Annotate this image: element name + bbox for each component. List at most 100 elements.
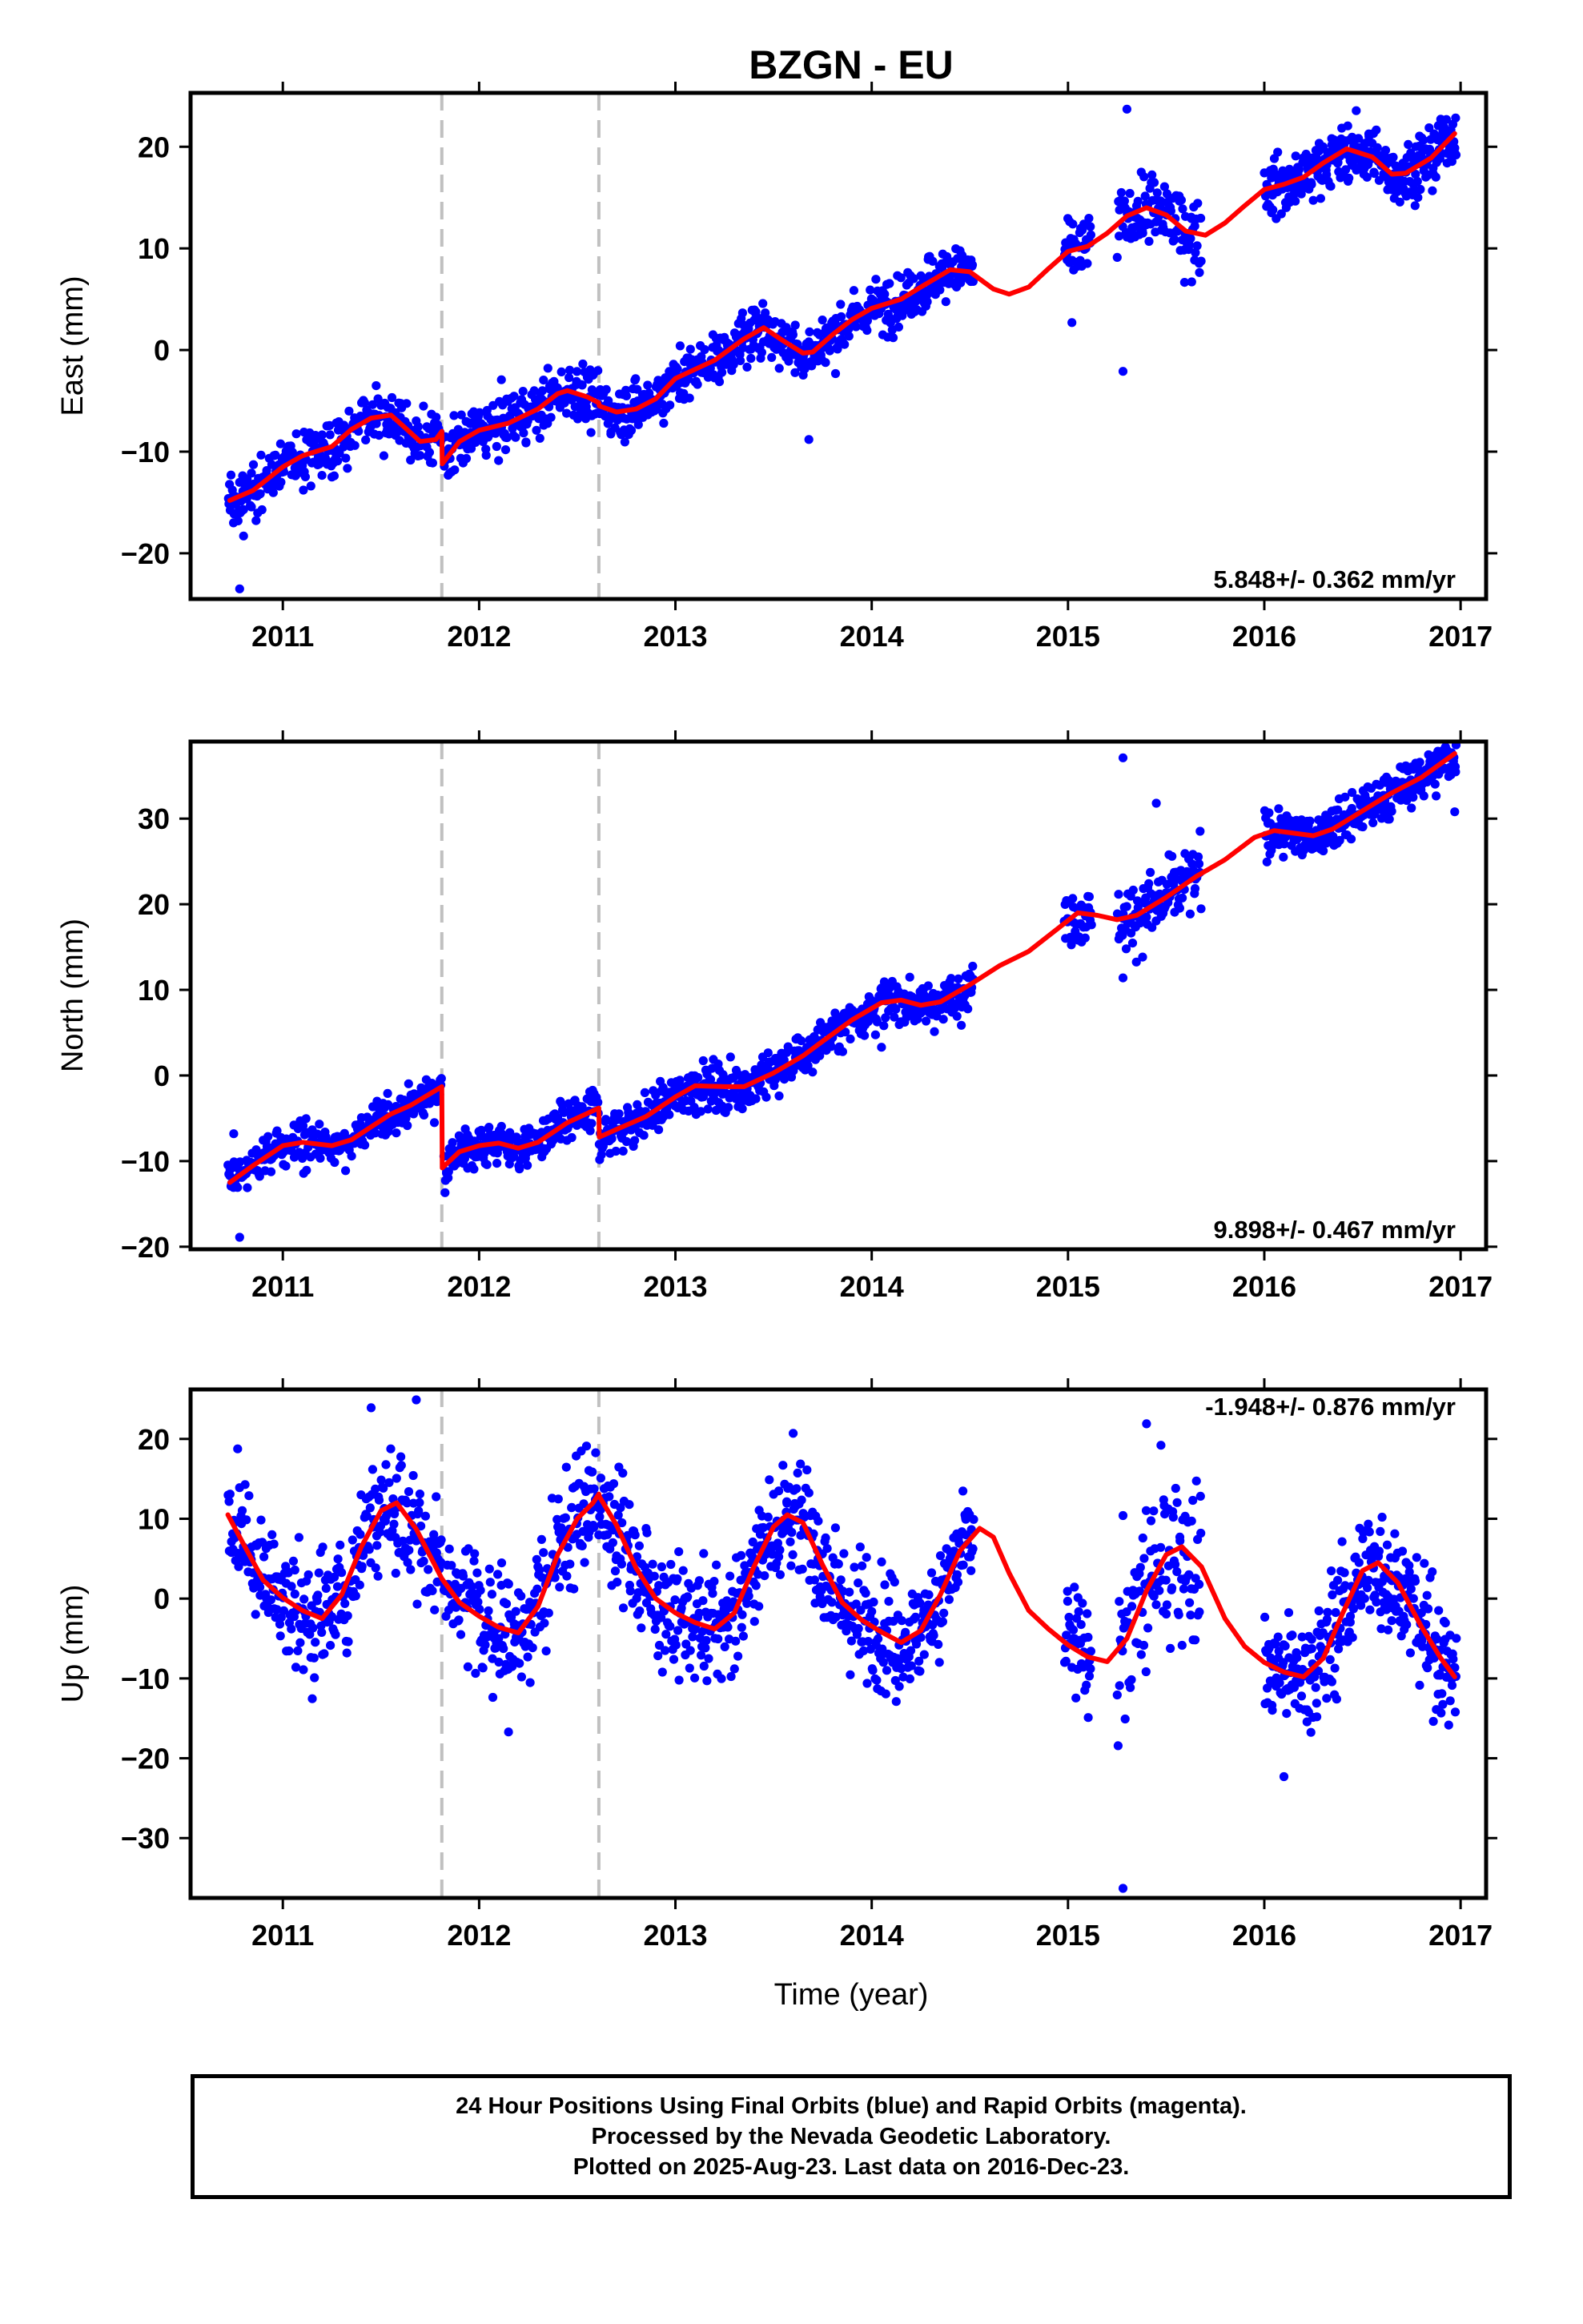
data-point: [589, 1484, 599, 1494]
data-point: [272, 1605, 282, 1614]
data-point: [372, 419, 381, 428]
data-point: [709, 1577, 719, 1586]
data-point: [1274, 804, 1284, 814]
data-point: [870, 1030, 880, 1039]
data-point: [836, 1575, 846, 1585]
data-point: [516, 1672, 527, 1682]
data-point: [1084, 892, 1094, 902]
data-point: [1395, 197, 1404, 207]
data-point: [1122, 902, 1131, 911]
data-point: [348, 1535, 357, 1545]
data-point: [1346, 834, 1356, 844]
data-point: [661, 1630, 671, 1639]
data-point: [782, 1498, 792, 1508]
y-tick-label: 0: [154, 1582, 170, 1615]
data-point: [773, 1538, 783, 1548]
data-point: [1341, 165, 1351, 175]
data-point: [889, 1616, 898, 1626]
data-point: [290, 1589, 299, 1599]
data-point: [1176, 195, 1186, 205]
data-point: [1187, 859, 1197, 869]
data-point: [1084, 214, 1094, 223]
data-point: [906, 1646, 916, 1655]
x-tick-label: 2014: [840, 620, 904, 653]
data-point: [1068, 894, 1078, 903]
data-point: [471, 1668, 480, 1679]
data-point: [1149, 1591, 1159, 1601]
data-point: [751, 307, 761, 316]
data-point: [481, 450, 491, 460]
data-point: [344, 406, 354, 416]
data-point: [467, 1582, 476, 1591]
data-point: [1086, 1664, 1095, 1674]
data-point: [872, 1017, 882, 1027]
data-point: [1327, 1566, 1336, 1576]
data-point: [657, 1667, 667, 1677]
data-point: [519, 428, 528, 438]
data-point: [1161, 1609, 1171, 1619]
data-point: [910, 1612, 920, 1622]
data-point: [247, 468, 256, 478]
data-point: [1146, 867, 1155, 877]
footer-box: 24 Hour Positions Using Final Orbits (bl…: [191, 2074, 1512, 2199]
x-tick-label: 2011: [251, 1919, 314, 1952]
data-point: [315, 1153, 325, 1163]
data-point: [1260, 1612, 1270, 1622]
data-point: [693, 380, 702, 389]
data-point: [1441, 115, 1451, 124]
data-point: [1172, 1498, 1182, 1507]
data-point: [361, 435, 371, 445]
y-tick-label: −10: [121, 1145, 170, 1178]
data-point: [463, 1662, 473, 1671]
data-point: [1132, 896, 1143, 906]
data-point: [827, 1598, 837, 1607]
data-point: [294, 1533, 303, 1542]
data-point: [402, 399, 412, 408]
data-point: [605, 416, 614, 426]
data-point: [701, 1635, 711, 1645]
data-point: [630, 1530, 640, 1540]
data-point: [1147, 170, 1157, 179]
data-point: [372, 381, 381, 391]
data-point: [403, 1558, 412, 1567]
data-point: [1407, 803, 1416, 813]
data-point: [941, 297, 950, 307]
data-point: [625, 1586, 635, 1596]
data-point: [685, 1663, 694, 1673]
data-point: [851, 322, 861, 332]
data-point: [360, 398, 369, 408]
data-point: [364, 1545, 374, 1554]
data-point: [729, 1664, 739, 1674]
data-point: [247, 502, 256, 512]
data-point: [299, 485, 308, 495]
data-point: [1127, 1602, 1137, 1611]
data-point: [233, 1183, 243, 1192]
data-point: [1345, 1611, 1356, 1621]
data-point: [371, 1128, 380, 1138]
data-point: [634, 1541, 645, 1550]
data-point: [774, 1091, 784, 1101]
data-point: [742, 1598, 752, 1608]
data-point: [761, 1092, 771, 1102]
data-point: [707, 1063, 717, 1073]
data-point: [675, 341, 685, 351]
data-point: [564, 365, 575, 375]
data-point: [248, 460, 259, 469]
footer-line-3: Plotted on 2025-Aug-23. Last data on 201…: [573, 2154, 1130, 2180]
data-point: [698, 1055, 708, 1066]
data-point: [1376, 1526, 1385, 1536]
data-point: [1452, 1634, 1461, 1643]
data-point: [850, 1562, 859, 1572]
data-point: [386, 1444, 396, 1454]
data-point: [1149, 178, 1159, 187]
data-point: [1086, 222, 1095, 231]
data-point: [581, 1441, 592, 1451]
data-point: [387, 392, 397, 403]
data-point: [838, 1047, 847, 1056]
x-tick-label: 2011: [251, 620, 314, 653]
data-point: [233, 1444, 243, 1454]
footer-line-1: 24 Hour Positions Using Final Orbits (bl…: [456, 2093, 1247, 2119]
data-point: [1422, 1590, 1432, 1600]
data-point: [654, 1640, 665, 1651]
data-point: [717, 368, 727, 377]
